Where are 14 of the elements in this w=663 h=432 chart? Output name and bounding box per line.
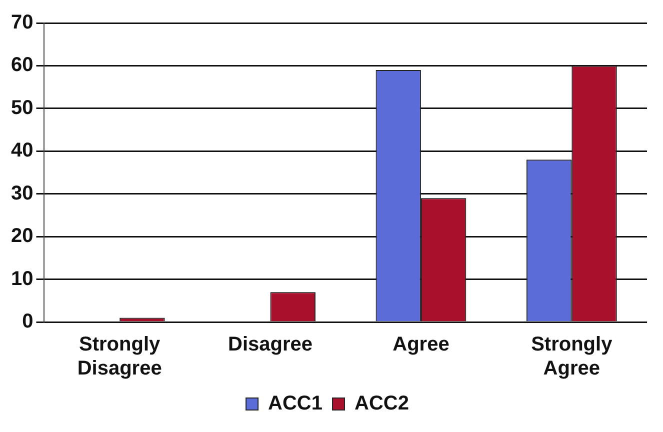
y-tick-label: 20 [10, 225, 34, 248]
y-tick-label: 60 [10, 54, 34, 76]
y-tick-label: 0 [22, 310, 34, 333]
y-tick-label: 40 [10, 140, 34, 162]
x-tick-label: Strongly Agree [531, 334, 614, 380]
x-tick-label: Disagree [228, 334, 313, 356]
y-tick-label: 30 [10, 182, 34, 204]
y-tick-label: 50 [10, 96, 34, 119]
legend-label: ACC1 [268, 392, 322, 415]
y-tick-label: 10 [10, 268, 34, 290]
legend-label: ACC2 [354, 392, 409, 415]
x-tick-label: Strongly Disagree [77, 334, 162, 380]
x-tick-label: Agree [392, 334, 450, 356]
y-tick-label: 70 [10, 12, 34, 34]
